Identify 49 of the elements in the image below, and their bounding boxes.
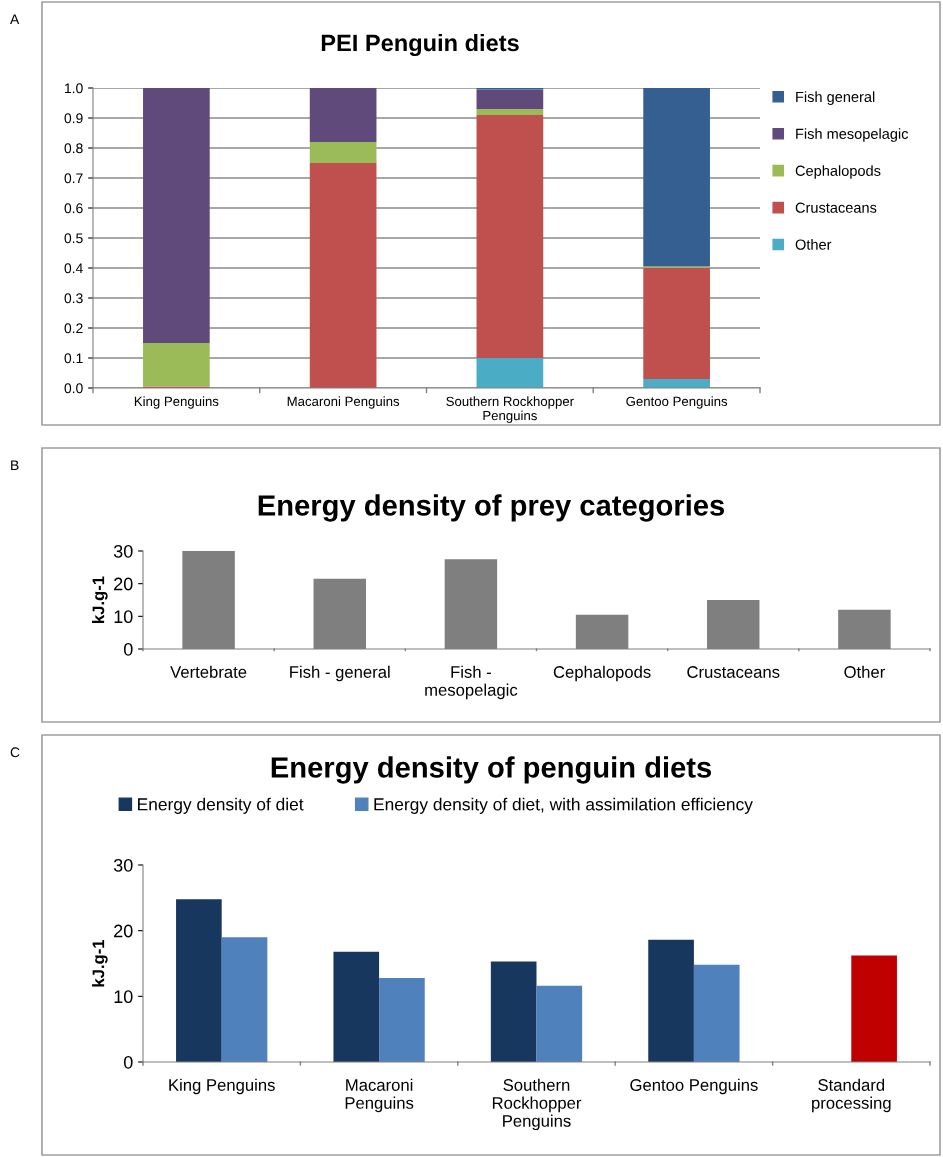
x-tick-label: Gentoo Penguins: [626, 396, 728, 409]
y-tick-label: 0: [123, 1055, 133, 1069]
y-tick-label: 10: [114, 610, 133, 624]
x-tick-label: King Penguins: [169, 1078, 275, 1095]
x-tick-label: Southern Rockhopper Penguins: [492, 1078, 582, 1131]
y-tick-label: 0.3: [64, 293, 83, 304]
y-tick-label: 0.7: [64, 173, 83, 184]
text: B: [11, 460, 19, 471]
y-tick-label: 20: [114, 924, 133, 938]
legend-label: Fish mesopelagic: [796, 128, 909, 142]
x-tick-label: Southern Rockhopper Penguins: [446, 396, 574, 423]
legend-label: Fish general: [796, 91, 875, 105]
y-tick-label: 1.0: [65, 83, 83, 94]
x-tick-label: Standard processing: [812, 1078, 891, 1113]
y-tick-label: 30: [113, 544, 133, 558]
x-tick-label: Cephalopods: [553, 665, 651, 682]
x-tick-label: Fish - general: [290, 665, 390, 682]
legend-label: Other: [795, 239, 832, 250]
y-axis-title: kJ.g-1: [92, 576, 108, 623]
text: A: [10, 14, 20, 25]
legend-label: Cephalopods: [795, 165, 881, 179]
chart-title: Energy density of penguin diets: [271, 756, 712, 784]
x-tick-label: Crustaceans: [687, 666, 780, 678]
chart-title: PEI Penguin diets: [321, 33, 519, 57]
legend-label: Energy density of diet, with assimilation efficiency: [374, 797, 753, 814]
y-tick-label: 0.9: [64, 113, 83, 124]
chart-title: Energy density of prey categories: [258, 494, 725, 522]
y-tick-label: 0.0: [64, 383, 83, 394]
y-tick-label: 0.8: [64, 143, 83, 154]
legend-label: Energy density of diet: [138, 797, 304, 814]
y-axis-title: kJ.g-1: [92, 939, 108, 987]
x-tick-label: Vertebrate: [170, 665, 247, 678]
y-tick-label: 20: [114, 577, 133, 591]
y-tick-label: 0.6: [64, 203, 83, 214]
x-tick-label: Macaroni Penguins: [345, 1078, 414, 1113]
y-tick-label: 0.5: [64, 233, 83, 244]
x-tick-label: Gentoo Penguins: [630, 1078, 758, 1095]
y-tick-label: 0.1: [64, 353, 83, 364]
legend-label: Crustaceans: [795, 202, 877, 213]
x-tick-label: Macaroni Penguins: [287, 396, 400, 409]
y-tick-label: 0.4: [64, 263, 83, 274]
y-tick-label: 0.2: [64, 323, 83, 334]
y-tick-label: 0: [123, 642, 133, 656]
text: C: [10, 747, 20, 758]
x-tick-label: King Penguins: [134, 396, 219, 409]
y-tick-label: 10: [114, 990, 133, 1004]
y-tick-label: 30: [113, 858, 133, 872]
x-tick-label: Fish - mesopelagic: [425, 665, 518, 700]
x-tick-label: Other: [844, 665, 885, 678]
